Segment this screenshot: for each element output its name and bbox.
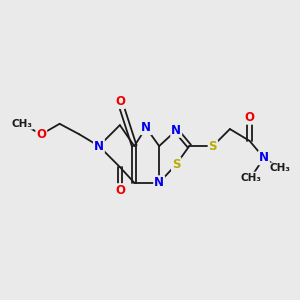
Text: N: N [94, 140, 104, 153]
Text: N: N [141, 121, 151, 134]
Text: O: O [36, 128, 46, 141]
Text: N: N [171, 124, 181, 137]
Text: S: S [172, 158, 180, 171]
Text: O: O [244, 111, 254, 124]
Text: CH₃: CH₃ [269, 163, 290, 173]
Text: O: O [115, 95, 125, 108]
Text: N: N [154, 176, 164, 189]
Text: O: O [115, 184, 125, 197]
Text: N: N [259, 152, 269, 164]
Text: CH₃: CH₃ [11, 119, 32, 129]
Text: S: S [208, 140, 217, 153]
Text: CH₃: CH₃ [240, 172, 261, 182]
